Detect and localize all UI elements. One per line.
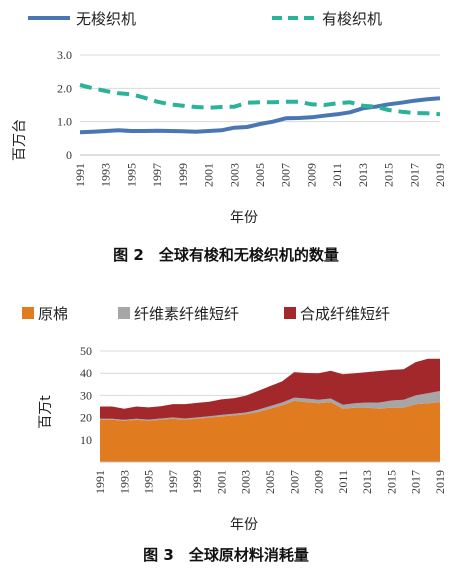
figure-caption: 图 3 全球原材料消耗量 xyxy=(143,546,309,564)
x-tick-label: 2013 xyxy=(360,470,374,494)
y-tick-label: 3.0 xyxy=(57,48,72,62)
x-tick-label: 2005 xyxy=(263,470,277,494)
x-tick-label: 2019 xyxy=(433,470,447,494)
series-line-shuttleless xyxy=(79,96,441,135)
stacked-areas xyxy=(100,358,440,463)
x-tick-label: 2011 xyxy=(330,163,344,187)
area-cotton xyxy=(100,400,440,462)
legend-swatch-cotton xyxy=(22,307,34,319)
x-tick-label: 1995 xyxy=(124,163,138,187)
y-axis-title: 百万t xyxy=(38,395,54,429)
x-tick-label: 2009 xyxy=(312,470,326,494)
y-axis-ticks: 10 20 30 40 50 xyxy=(80,344,92,447)
x-tick-label: 2015 xyxy=(382,163,396,187)
legend-label-synthetic: 合成纤维短纤 xyxy=(300,305,390,323)
x-axis-title: 年份 xyxy=(230,517,258,533)
x-tick-label: 2001 xyxy=(214,470,228,494)
x-tick-label: 1993 xyxy=(99,163,113,187)
series-lines xyxy=(79,83,441,135)
x-tick-label: 2007 xyxy=(279,163,293,187)
x-tick-label: 2013 xyxy=(356,163,370,187)
legend-swatch-cellulose xyxy=(118,307,130,319)
x-tick-label: 2017 xyxy=(409,470,423,494)
x-tick-label: 1997 xyxy=(150,163,164,187)
y-axis-ticks: 0 1.0 2.0 3.0 xyxy=(57,48,72,162)
legend-label-cellulose: 纤维素纤维短纤 xyxy=(134,305,239,323)
x-axis-ticks: 1991 1993 1995 1997 1999 2001 2003 2005 2007 2009… xyxy=(73,163,447,187)
grid xyxy=(80,54,440,156)
x-tick-label: 2003 xyxy=(239,470,253,494)
x-tick-label: 1999 xyxy=(190,470,204,494)
x-tick-label: 1991 xyxy=(93,470,107,494)
x-tick-label: 1995 xyxy=(142,470,156,494)
y-tick-label: 40 xyxy=(80,366,92,380)
y-tick-label: 20 xyxy=(80,411,92,425)
x-tick-label: 2017 xyxy=(407,163,421,187)
x-tick-label: 2015 xyxy=(384,470,398,494)
x-tick-label: 2003 xyxy=(227,163,241,187)
y-axis-title: 百万台 xyxy=(12,119,28,161)
y-tick-label: 50 xyxy=(80,344,92,358)
area-synthetic xyxy=(100,358,440,420)
y-tick-label: 30 xyxy=(80,388,92,402)
series-line-shuttle xyxy=(79,83,441,117)
x-tick-label: 1999 xyxy=(176,163,190,187)
x-tick-label: 2007 xyxy=(287,470,301,494)
x-tick-label: 2009 xyxy=(304,163,318,187)
figure-2-loom-count: 无梭织机 有梭织机 01.02.03.0 1991 1993 1995 1997 199… xyxy=(12,10,447,264)
y-tick-label: 10 xyxy=(80,433,92,447)
x-tick-label: 1993 xyxy=(117,470,131,494)
x-tick-label: 1991 xyxy=(73,163,87,187)
legend-label-shuttle: 有梭织机 xyxy=(322,10,382,28)
x-tick-label: 1997 xyxy=(166,470,180,494)
legend-swatch-synthetic xyxy=(284,307,296,319)
legend-label-cotton: 原棉 xyxy=(38,305,68,323)
legend-label-shuttleless: 无梭织机 xyxy=(76,10,136,28)
area-cellulose xyxy=(100,391,440,421)
x-tick-label: 2011 xyxy=(336,470,350,494)
x-tick-label: 2001 xyxy=(202,163,216,187)
x-axis-title: 年份 xyxy=(230,210,258,226)
figure-caption: 图 2 全球有梭和无梭织机的数量 xyxy=(113,246,339,264)
y-tick-label: 2.0 xyxy=(57,81,72,95)
x-axis-ticks: 1991 1993 1995 1997 1999 2001 2003 2005 2007 2009… xyxy=(93,470,447,494)
x-tick-label: 2019 xyxy=(433,163,447,187)
y-tick-label: 0 xyxy=(66,148,72,162)
x-tick-label: 2005 xyxy=(253,163,267,187)
y-tick-label: 1.0 xyxy=(57,115,72,129)
